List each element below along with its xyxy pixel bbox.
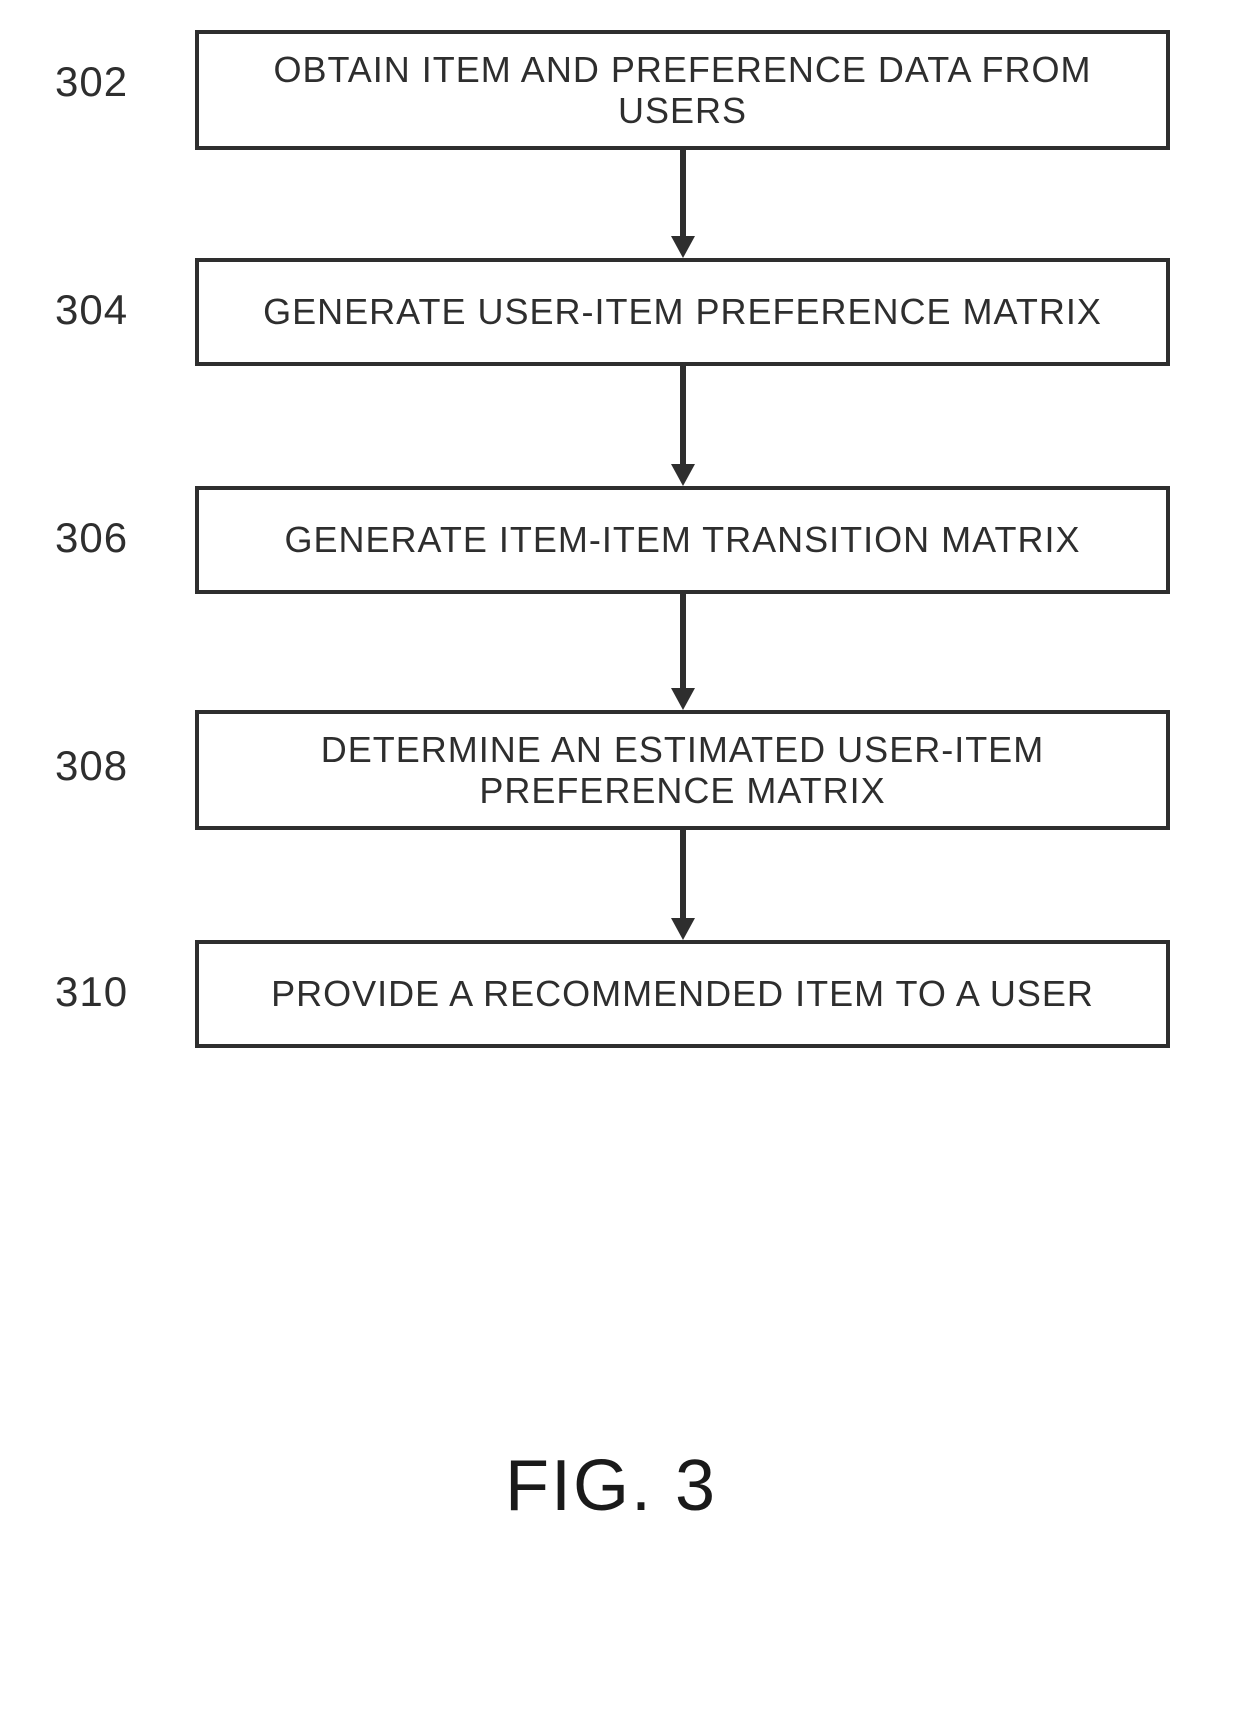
arrow-302-304 — [663, 150, 703, 258]
figure-caption: FIG. 3 — [505, 1445, 717, 1527]
arrow-306-308 — [663, 594, 703, 710]
arrow-308-310 — [663, 830, 703, 940]
step-label-308: 308 — [55, 742, 128, 790]
step-box-308: DETERMINE AN ESTIMATED USER-ITEM PREFERE… — [195, 710, 1170, 830]
step-box-306: GENERATE ITEM-ITEM TRANSITION MATRIX — [195, 486, 1170, 594]
step-label-302: 302 — [55, 58, 128, 106]
step-label-304: 304 — [55, 286, 128, 334]
arrow-304-306 — [663, 366, 703, 486]
flowchart-canvas: 302 OBTAIN ITEM AND PREFERENCE DATA FROM… — [0, 0, 1240, 1732]
step-box-302: OBTAIN ITEM AND PREFERENCE DATA FROM USE… — [195, 30, 1170, 150]
step-box-304: GENERATE USER-ITEM PREFERENCE MATRIX — [195, 258, 1170, 366]
step-label-310: 310 — [55, 968, 128, 1016]
step-label-306: 306 — [55, 514, 128, 562]
step-box-310: PROVIDE A RECOMMENDED ITEM TO A USER — [195, 940, 1170, 1048]
